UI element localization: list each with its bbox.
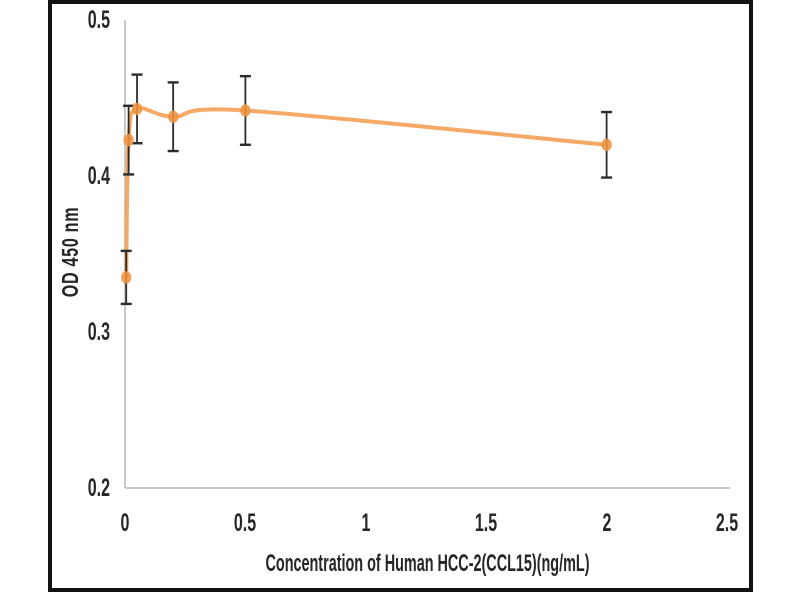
y-tick-label: 0.3 bbox=[87, 318, 110, 346]
data-point-marker bbox=[131, 102, 143, 116]
x-tick-label: 0.5 bbox=[234, 509, 257, 537]
y-tick-label: 0.2 bbox=[87, 474, 110, 502]
x-tick-label: 2.5 bbox=[715, 509, 739, 537]
data-point-marker bbox=[123, 133, 134, 147]
y-tick-label: 0.5 bbox=[87, 6, 110, 34]
x-tick-label: 0 bbox=[120, 509, 130, 537]
y-tick-label: 0.4 bbox=[87, 162, 110, 190]
data-point-marker bbox=[240, 104, 251, 117]
x-tick-label: 2 bbox=[602, 509, 612, 537]
chart-frame bbox=[48, 0, 753, 592]
data-point-marker bbox=[167, 110, 179, 123]
data-point-marker bbox=[121, 271, 132, 284]
x-tick-label: 1.5 bbox=[475, 509, 498, 537]
x-axis-title: Concentration of Human HCC-2(CCL15)(ng/m… bbox=[265, 550, 590, 577]
series-line bbox=[124, 106, 609, 280]
x-tick-label: 1 bbox=[361, 509, 371, 537]
y-axis-title: OD 450 nm bbox=[57, 206, 83, 298]
data-point-marker bbox=[601, 138, 612, 151]
